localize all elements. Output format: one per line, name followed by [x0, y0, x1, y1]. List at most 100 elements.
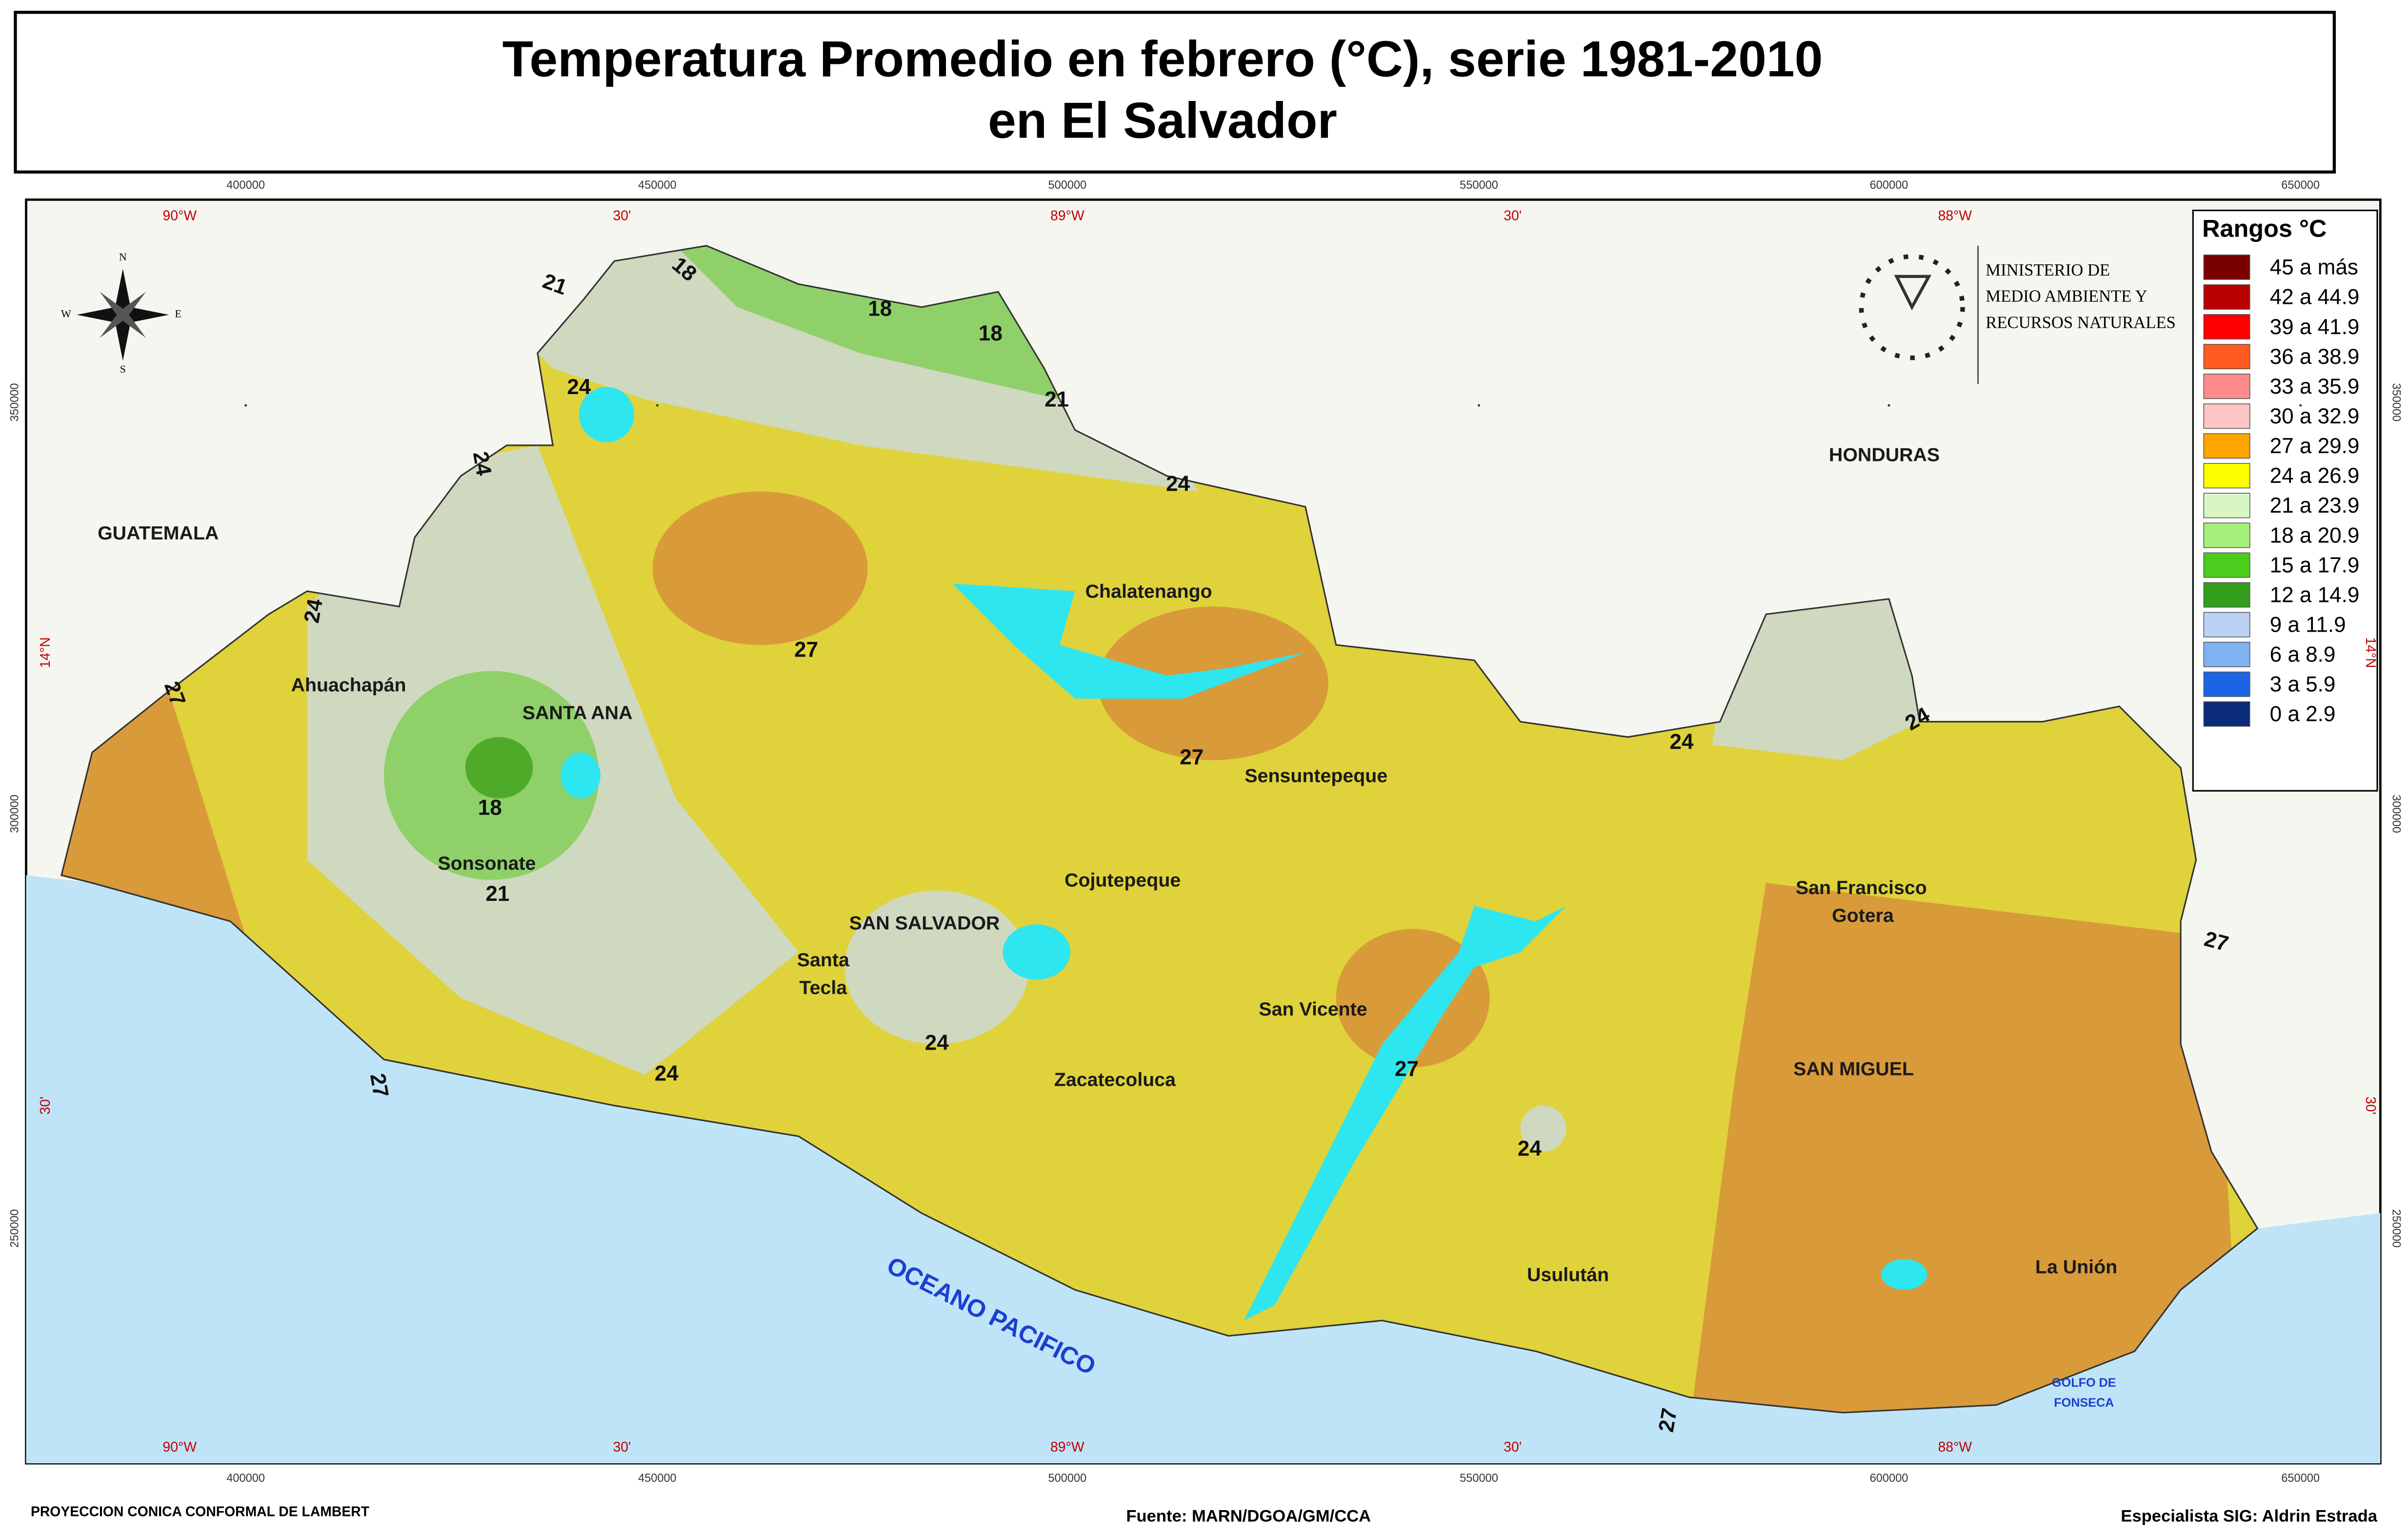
legend-label: 42 a 44.9 [2270, 285, 2360, 309]
footer-text: Fuente: MARN/DGOA/GM/CCA [1126, 1507, 1371, 1525]
ocean [26, 875, 2381, 1464]
ministry-name: MINISTERIO DE [1986, 261, 2110, 279]
place-label: GUATEMALA [98, 522, 219, 544]
legend-label: 0 a 2.9 [2270, 702, 2336, 726]
northing-label: 350000 [2390, 383, 2403, 421]
lake [579, 387, 635, 442]
legend-label: 24 a 26.9 [2270, 464, 2360, 488]
legend-label: 12 a 14.9 [2270, 583, 2360, 607]
place-label: Ahuachapán [291, 675, 406, 696]
legend-label: 33 a 35.9 [2270, 375, 2360, 398]
legend-swatch [2203, 671, 2250, 697]
footer-text: PROYECCION CONICA CONFORMAL DE LAMBERT [31, 1504, 369, 1519]
legend-swatch [2203, 374, 2250, 399]
legend-label: 36 a 38.9 [2270, 345, 2360, 369]
grid-tick [656, 404, 659, 407]
northing-label: 300000 [2390, 795, 2403, 833]
longitude-label: 89°W [1050, 208, 1084, 223]
latitude-label: 14°N [2363, 637, 2378, 668]
compass-letter: E [175, 307, 181, 319]
legend-label: 21 a 23.9 [2270, 494, 2360, 518]
contour-label: 27 [2202, 927, 2231, 956]
place-label: SAN MIGUEL [1793, 1058, 1914, 1080]
northing-label: 250000 [9, 1209, 21, 1248]
grid-tick [244, 404, 247, 407]
legend-label: 18 a 20.9 [2270, 523, 2360, 547]
contour-label: 24 [1166, 472, 1190, 496]
compass-letter: N [119, 251, 127, 263]
legend-swatch [2203, 433, 2250, 459]
longitude-label: 89°W [1050, 1439, 1084, 1455]
legend-label: 39 a 41.9 [2270, 315, 2360, 339]
place-label: GOLFO DE [2052, 1376, 2116, 1390]
easting-label: 450000 [638, 1472, 677, 1485]
ministry-name: MEDIO AMBIENTE Y [1986, 287, 2147, 306]
place-label: La Unión [2035, 1256, 2117, 1278]
footer-text: Especialista SIG: Aldrin Estrada [2121, 1507, 2377, 1525]
easting-label: 400000 [226, 179, 265, 192]
contour-label: 27 [1654, 1406, 1682, 1434]
longitude-label: 88°W [1938, 208, 1972, 223]
lake [952, 583, 1305, 699]
longitude-label: 30' [613, 208, 631, 223]
place-label: Sonsonate [438, 853, 536, 874]
title: Temperatura Promedio en febrero (°C), se… [502, 31, 1823, 88]
zone-21 [844, 890, 1029, 1044]
latitude-label: 30' [2363, 1096, 2378, 1115]
lakes [561, 387, 1927, 1321]
place-label: SAN SALVADOR [849, 913, 1000, 934]
title: en El Salvador [988, 93, 1337, 149]
legend-swatch [2203, 552, 2250, 578]
legend-swatch [2203, 254, 2250, 280]
contour-label: 18 [478, 796, 502, 820]
northing-label: 350000 [9, 383, 21, 421]
legend-swatch [2203, 641, 2250, 667]
contour-label: 27 [365, 1072, 393, 1099]
easting-label: 650000 [2281, 1472, 2320, 1485]
compass-rose [100, 292, 146, 338]
title-box [14, 11, 2336, 174]
easting-label: 550000 [1460, 179, 1498, 192]
longitude-label: 90°W [163, 208, 197, 223]
legend-label: 6 a 8.9 [2270, 643, 2336, 667]
grid-tick [1477, 404, 1481, 407]
place-label: Gotera [1832, 905, 1894, 926]
place-label: Chalatenango [1085, 581, 1212, 602]
place-label: Zacatecoluca [1054, 1069, 1176, 1091]
contour-label: 24 [655, 1061, 679, 1085]
contour-label: 24 [300, 597, 327, 625]
latitude-label: 30' [38, 1096, 53, 1115]
place-label: San Vicente [1259, 998, 1367, 1020]
compass-letter: S [120, 363, 126, 375]
grid-tick [2299, 404, 2302, 407]
longitude-label: 30' [1504, 208, 1522, 223]
contour-label: 24 [567, 375, 591, 399]
place-label: SANTA ANA [522, 702, 633, 723]
contour-label: 24 [1670, 730, 1694, 754]
contour-label: 27 [1180, 745, 1204, 769]
zone-21 [1712, 583, 1920, 760]
lake [1003, 924, 1071, 980]
legend-label: 15 a 17.9 [2270, 553, 2360, 577]
legend-title: Rangos °C [2202, 215, 2327, 242]
legend-swatch [2203, 344, 2250, 370]
legend-label: 3 a 5.9 [2270, 673, 2336, 697]
easting-label: 550000 [1460, 1472, 1498, 1485]
contour-label: 24 [1518, 1137, 1542, 1161]
contour-label: 18 [868, 297, 892, 321]
easting-label: 500000 [1048, 1472, 1086, 1485]
easting-label: 650000 [2281, 179, 2320, 192]
compass [77, 268, 169, 361]
legend-swatch [2203, 701, 2250, 727]
zone-27 [652, 491, 868, 645]
zone-27 [1689, 883, 2243, 1413]
longitude-label: 30' [1504, 1439, 1522, 1455]
easting-label: 500000 [1048, 179, 1086, 192]
zone-21 [1520, 1105, 1566, 1152]
northing-label: 250000 [2390, 1209, 2403, 1248]
logo-stars [1859, 254, 1965, 360]
easting-label: 450000 [638, 179, 677, 192]
legend-swatch [2203, 284, 2250, 310]
contour-label: 27 [794, 638, 818, 661]
contour-label: 21 [485, 882, 509, 906]
